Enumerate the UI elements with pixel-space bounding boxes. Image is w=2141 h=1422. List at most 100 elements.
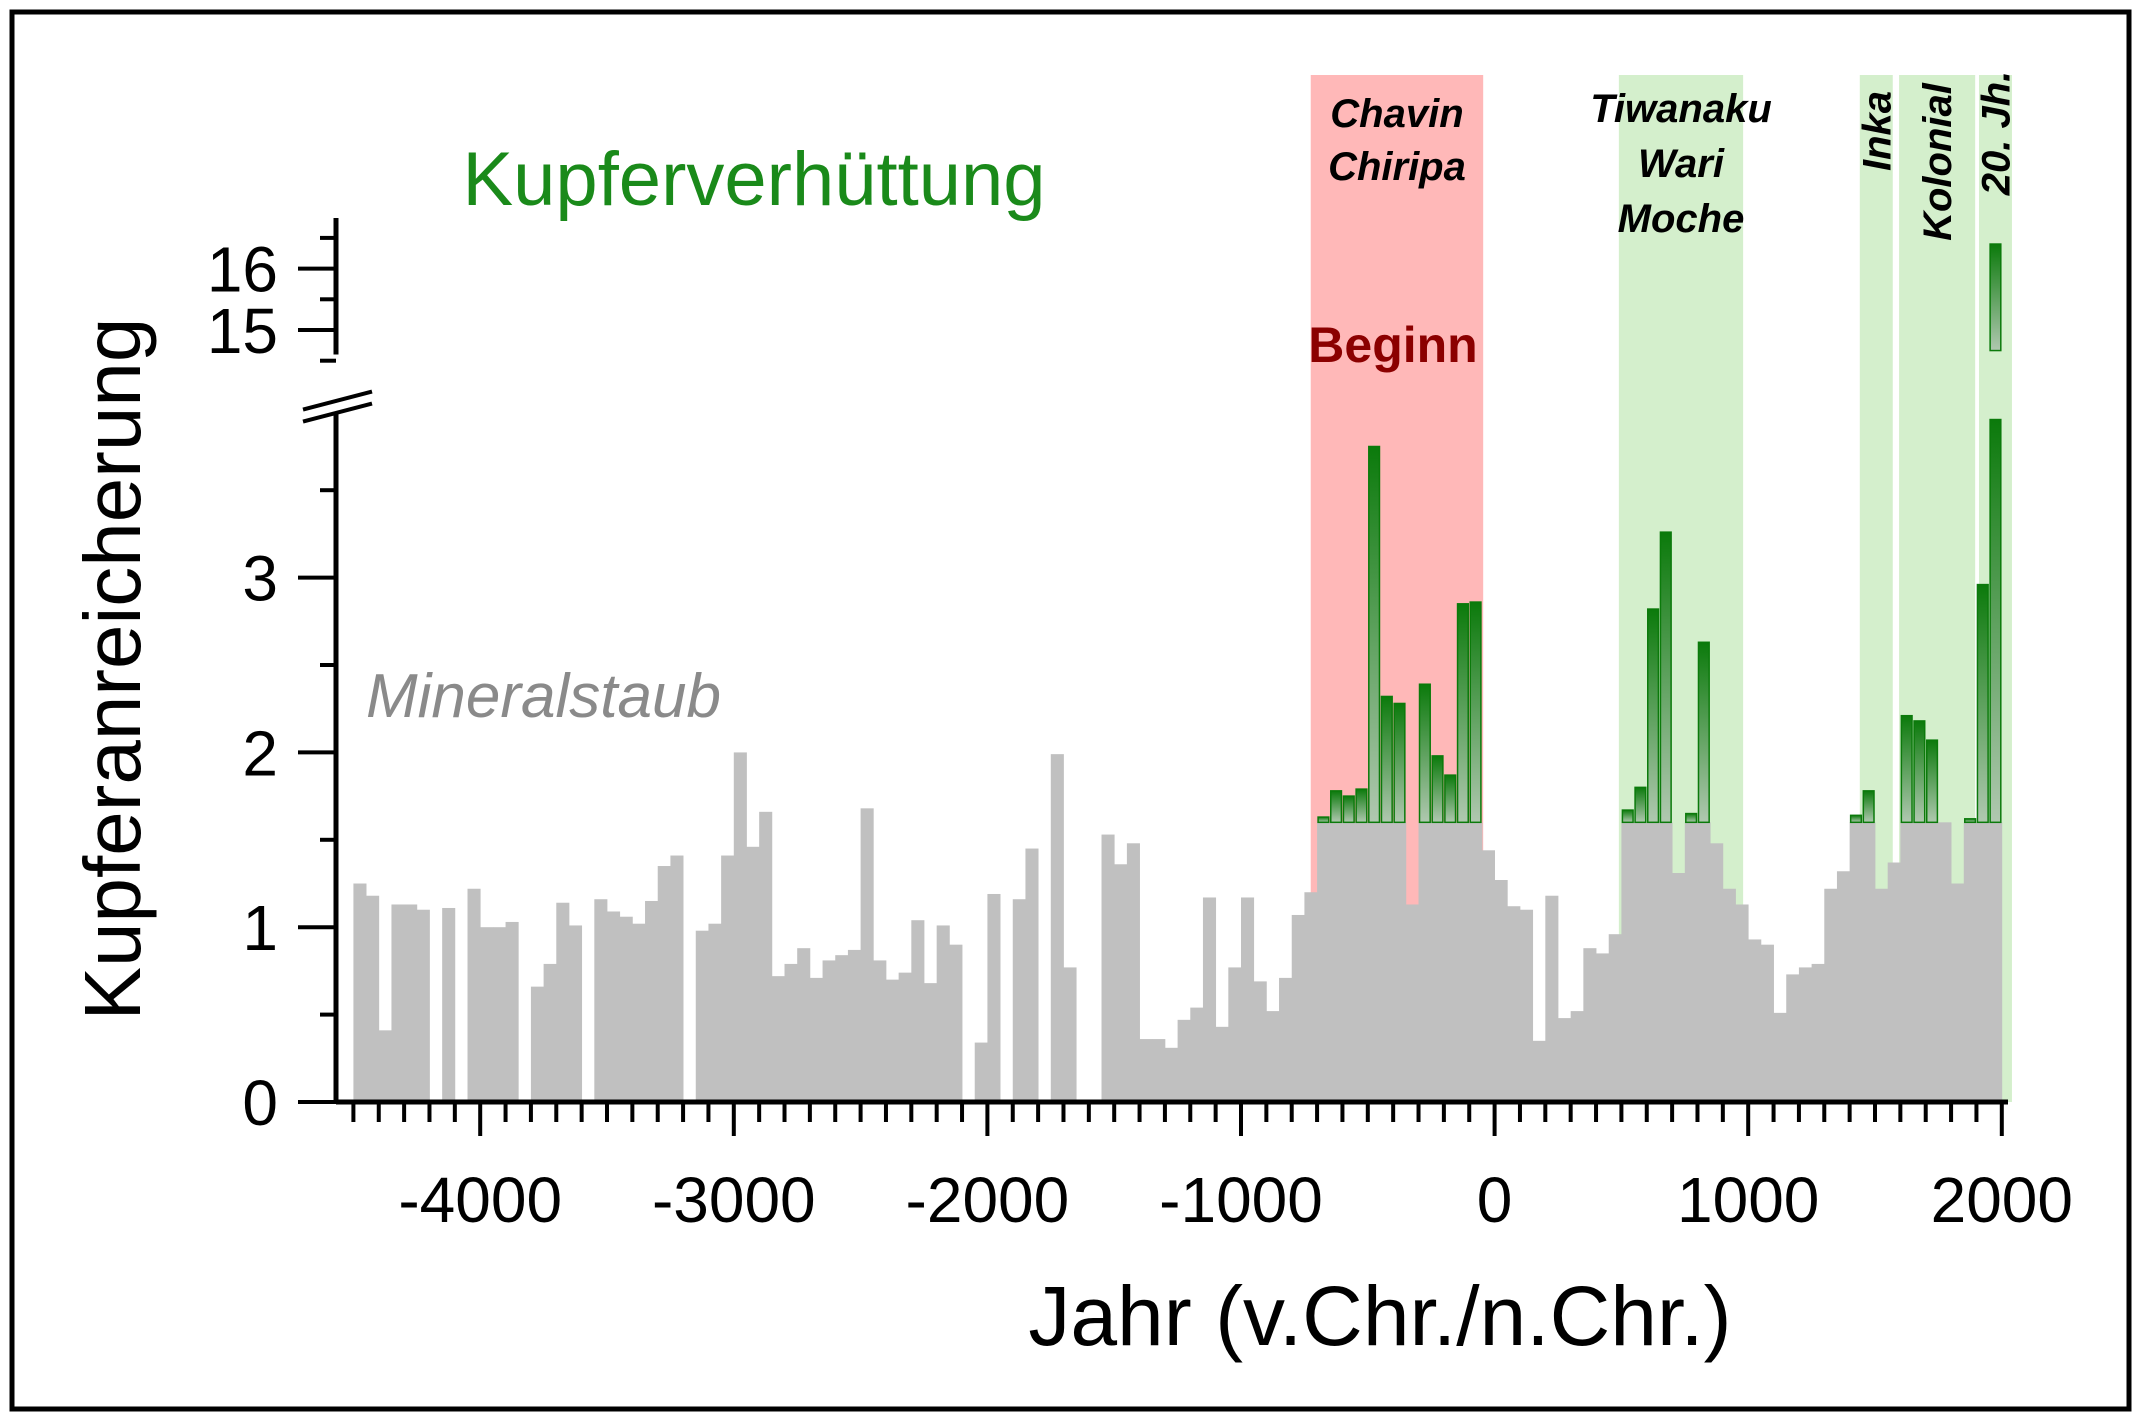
copper-bar (1697, 641, 1710, 824)
dust-bar (1152, 1039, 1166, 1102)
dust-bar (1063, 967, 1077, 1102)
dust-bar (1811, 963, 1825, 1102)
copper-bar (1976, 583, 1989, 824)
x-tick-label: -2000 (906, 1164, 1070, 1236)
copper-bar (1469, 601, 1482, 824)
dust-bar (784, 963, 798, 1102)
period-label: Tiwanaku (1590, 87, 1772, 131)
dust-bar (378, 1030, 392, 1102)
dust-bar (657, 866, 671, 1102)
dust-bar (1558, 1018, 1572, 1102)
dust-bar (1279, 977, 1293, 1102)
y-axis-title: Kupferanreicherung (68, 318, 157, 1021)
dust-bar (1050, 754, 1064, 1102)
dust-bar (1824, 888, 1838, 1102)
dust-bar (366, 895, 380, 1102)
dust-bar (1900, 822, 1914, 1102)
dust-bar (721, 855, 735, 1102)
dust-bar (1710, 843, 1724, 1102)
x-tick-label: 0 (1477, 1164, 1513, 1236)
dust-bar (670, 855, 684, 1102)
dust-bar (1621, 822, 1635, 1102)
copper-bar (1431, 755, 1444, 824)
copper-bar (1964, 818, 1977, 824)
copper-bar (1621, 809, 1634, 824)
dust-bar (1304, 892, 1318, 1102)
dust-bar (1481, 850, 1495, 1102)
axis-break-mark (302, 389, 373, 412)
dust-bar (1418, 822, 1432, 1102)
x-tick-label: -3000 (652, 1164, 816, 1236)
dust-bar (771, 976, 785, 1102)
dust-bar (1697, 822, 1711, 1102)
dust-bar (1659, 822, 1673, 1102)
dust-bar (1291, 914, 1305, 1102)
dust-bar (1773, 1012, 1787, 1102)
copper-bar (1418, 683, 1431, 824)
dust-bar (746, 846, 760, 1102)
dust-bar (1938, 822, 1952, 1102)
period-label: Chavin (1330, 92, 1463, 136)
dust-bar (1849, 822, 1863, 1102)
dust-bar (1862, 822, 1876, 1102)
dust-bar (1355, 822, 1369, 1102)
copper-bar (1862, 790, 1875, 824)
dust-bar (1469, 822, 1483, 1102)
copper-bar (1444, 774, 1457, 824)
dust-bar (1456, 822, 1470, 1102)
x-axis-title: Jahr (v.Chr./n.Chr.) (1028, 1269, 1731, 1363)
dust-bar (860, 808, 874, 1102)
dust-bar (911, 920, 925, 1102)
x-tick-label: -4000 (398, 1164, 562, 1236)
period-label: Moche (1618, 197, 1745, 241)
dust-bar (847, 949, 861, 1102)
dust-bar (924, 983, 938, 1102)
x-tick-label: -1000 (1159, 1164, 1323, 1236)
dust-bar (492, 927, 506, 1102)
dust-bar (1241, 897, 1255, 1102)
dust-bar (1202, 897, 1217, 1102)
dust-bar (1735, 904, 1749, 1102)
dust-bar (619, 916, 633, 1102)
dust-bar (885, 979, 900, 1102)
dust-bar (1887, 862, 1901, 1102)
copper-bar (1380, 695, 1393, 824)
dust-bar (759, 811, 773, 1102)
dust-bar (1684, 822, 1698, 1102)
dust-bar (873, 960, 887, 1102)
dust-bar (1443, 822, 1457, 1102)
dust-bar (1215, 1026, 1229, 1102)
dust-bar (974, 1042, 988, 1102)
dust-bar (1722, 888, 1736, 1102)
dust-bar (1646, 822, 1660, 1102)
dust-bar (404, 904, 418, 1102)
dust-bar (1380, 822, 1394, 1102)
dust-bar (391, 904, 405, 1102)
dust-bar (416, 909, 430, 1102)
copper-bar (1925, 739, 1939, 824)
dust-bar (1342, 822, 1356, 1102)
dust-bar (568, 925, 583, 1102)
dust-bar (353, 883, 367, 1102)
dust-bar (1228, 967, 1242, 1102)
dust-bar (1545, 895, 1559, 1102)
period-label: Wari (1638, 142, 1725, 186)
dust-bar (1177, 1019, 1191, 1102)
dust-bar (797, 948, 811, 1102)
y-tick-label: 2 (242, 717, 278, 789)
dust-bar (1532, 1040, 1546, 1102)
dust-bar (1507, 906, 1521, 1102)
dust-bar (1798, 967, 1812, 1102)
dust-bar (1164, 1047, 1178, 1102)
dust-bar (1253, 981, 1267, 1102)
copper-bar (1849, 814, 1863, 824)
copper-bar-upper (1989, 243, 2002, 352)
copper-bar (1355, 788, 1368, 824)
dust-bar (1405, 904, 1419, 1102)
dust-bar (835, 955, 849, 1102)
copper-bar (1456, 603, 1469, 824)
dust-bar (1431, 822, 1445, 1102)
dust-bar (1925, 822, 1939, 1102)
period-label: Kolonial (1916, 82, 1960, 241)
dust-bar (1139, 1039, 1153, 1102)
